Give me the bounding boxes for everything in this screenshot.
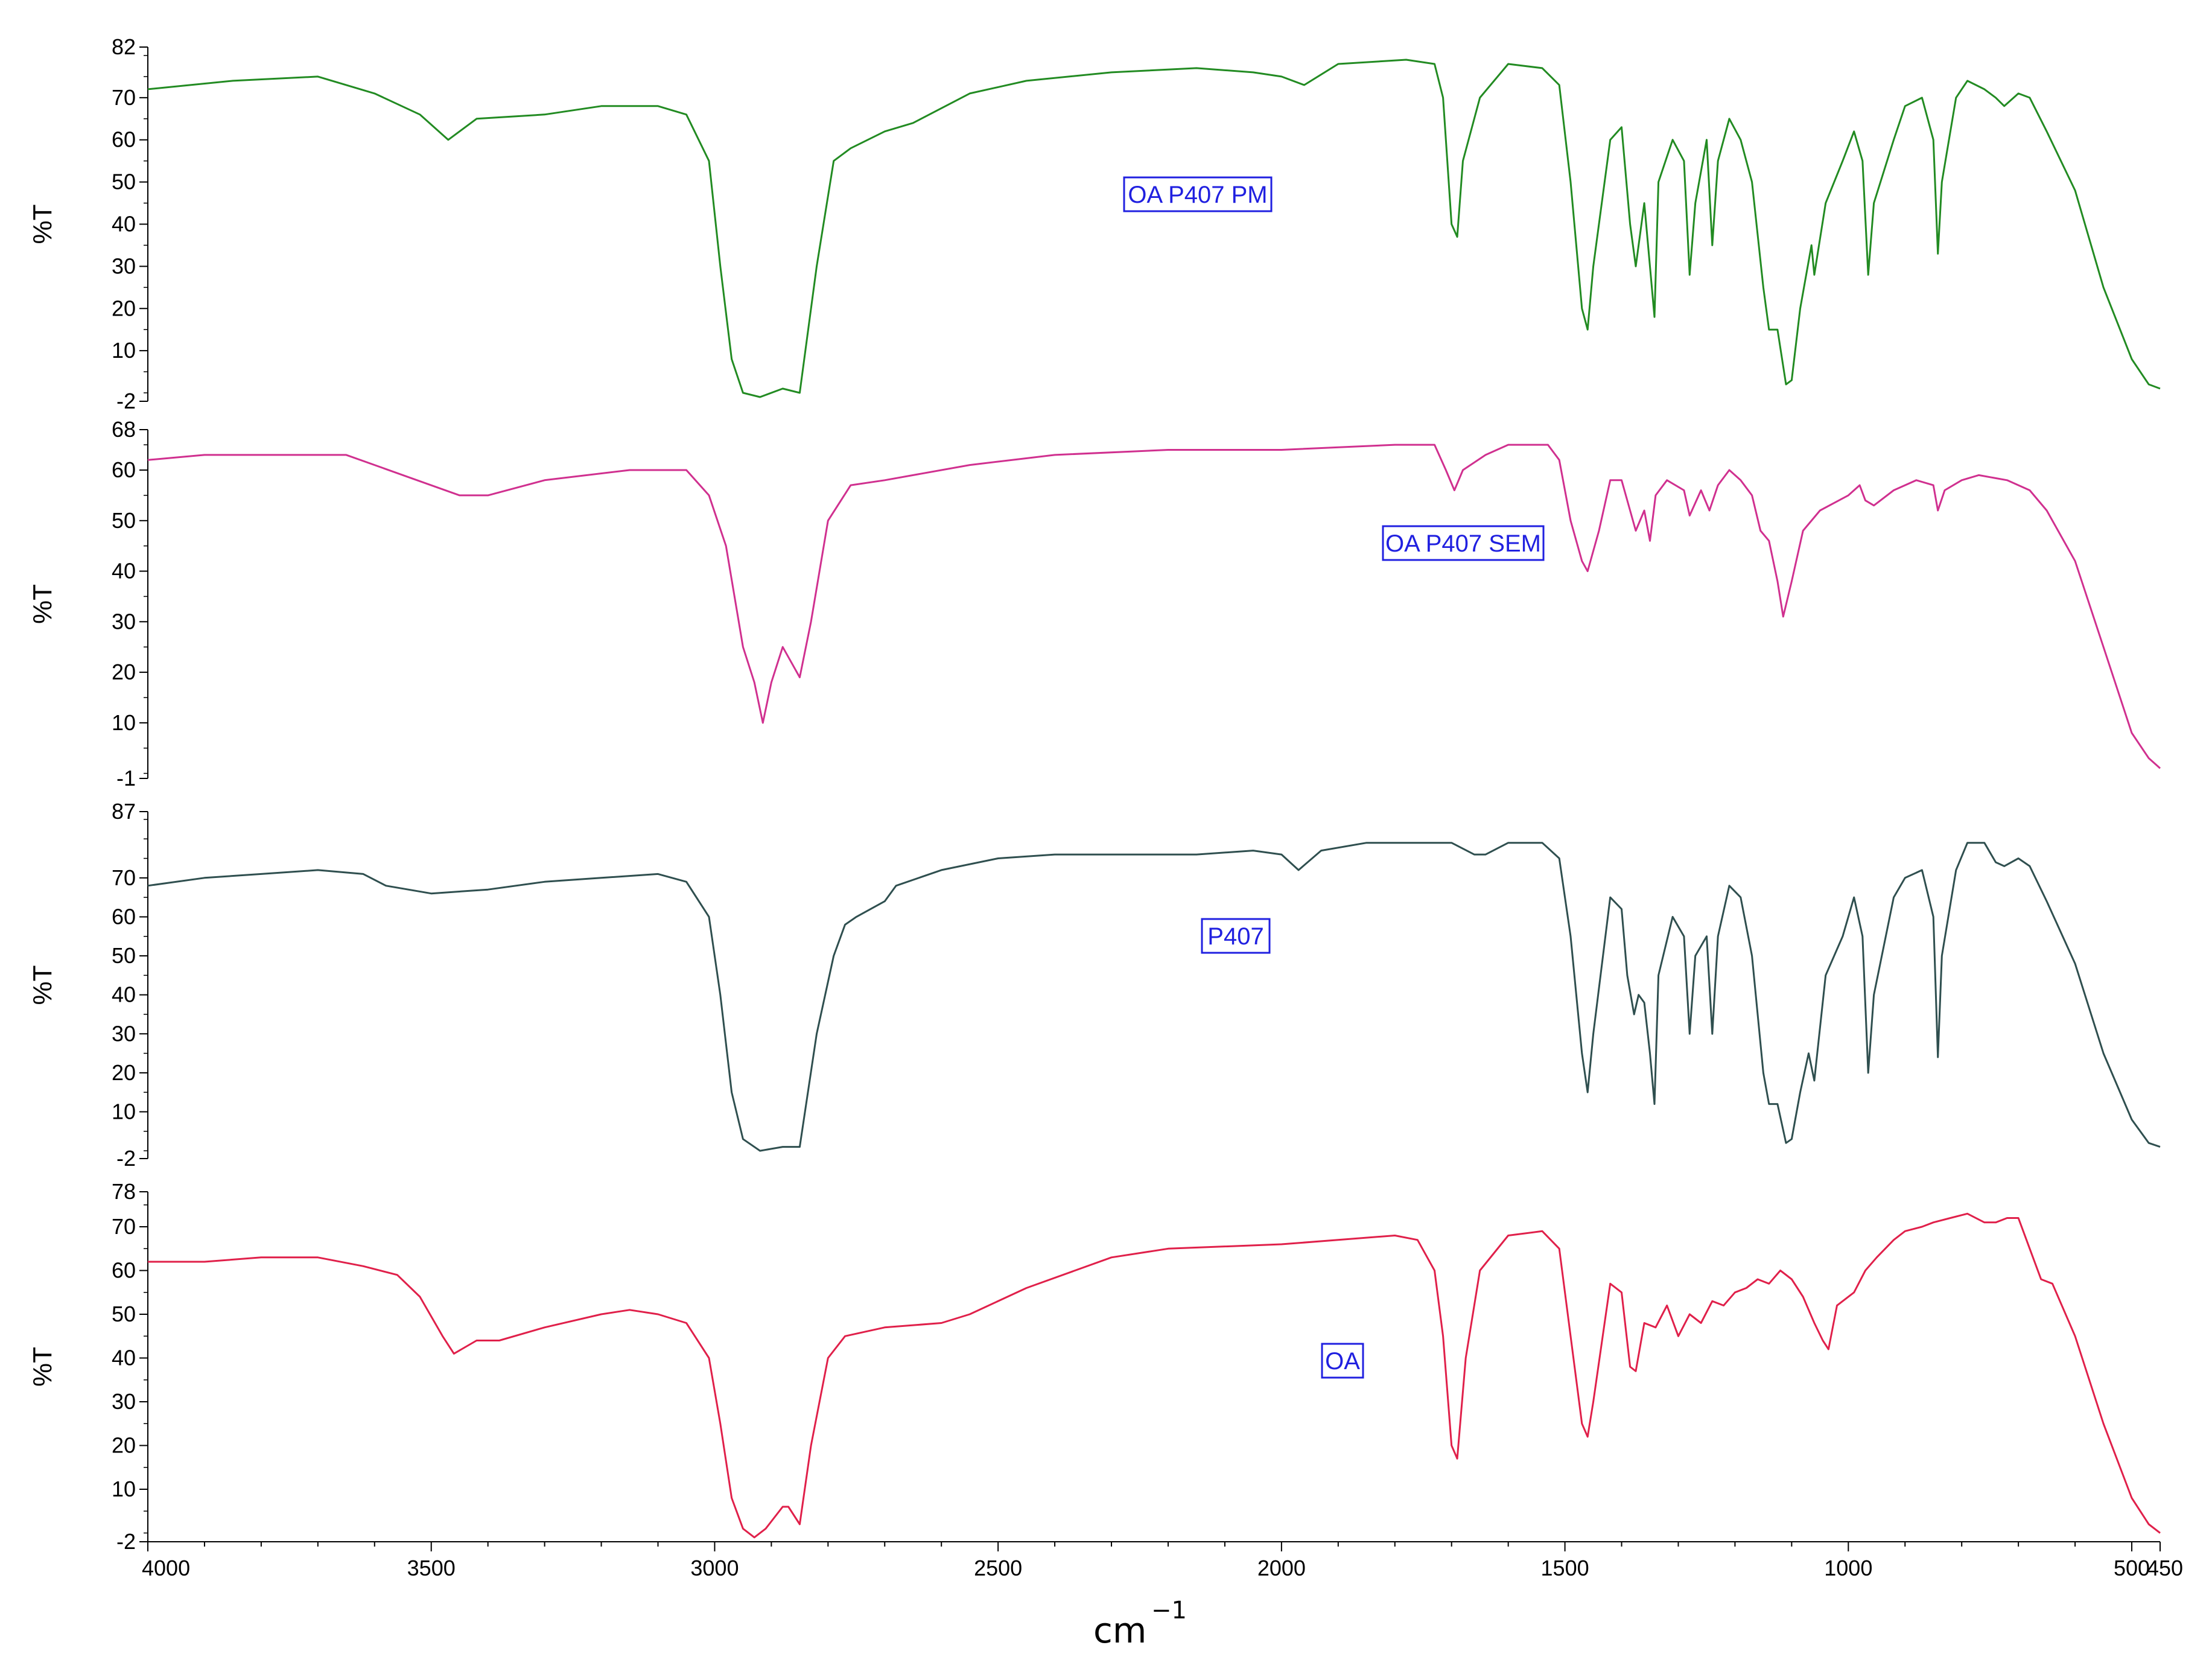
- series-label: P407: [1207, 923, 1263, 950]
- y-axis-title: %T: [28, 965, 57, 1005]
- x-tick-label: 4000: [142, 1556, 190, 1580]
- x-tick-label: 500: [2114, 1556, 2150, 1580]
- y-tick-label: 30: [112, 253, 136, 278]
- y-tick-label: 40: [112, 1346, 136, 1370]
- panel-2: 68 60 50 40 30 20 10 -1 %T OA P407 SEM: [28, 417, 2161, 790]
- series-label-box: [1201, 918, 1271, 954]
- series-label-box: [1382, 525, 1545, 561]
- spectrum-line: [148, 1212, 2161, 1539]
- y-tick-label: 30: [112, 1389, 136, 1414]
- spectrum-line: [147, 444, 2161, 769]
- y-tick-label: -2: [116, 1529, 136, 1554]
- y-tick-label: 60: [112, 127, 136, 152]
- y-axis-title: %T: [28, 205, 57, 244]
- y-tick-label: 78: [112, 1179, 136, 1204]
- y-tick-label: 10: [112, 1099, 136, 1124]
- x-tick-label: 2000: [1257, 1556, 1306, 1580]
- y-tick-label: 20: [112, 660, 136, 684]
- y-tick-label: 40: [112, 212, 136, 237]
- y-tick-label: 50: [112, 508, 136, 533]
- series-label-box: [1123, 176, 1273, 212]
- y-tick-label: 70: [112, 1214, 136, 1239]
- series-label: OA: [1325, 1348, 1360, 1375]
- y-tick-label: 10: [112, 338, 136, 363]
- x-tick-label: 1500: [1541, 1556, 1589, 1580]
- spectrum-line: [147, 59, 2161, 398]
- y-tick-label: 30: [112, 609, 136, 634]
- x-axis-title-text: cm: [1093, 1610, 1146, 1651]
- panel-3: 87 70 60 50 40 30 20 10 -2 %T P407: [28, 799, 2161, 1171]
- spectrum-line: [147, 842, 2161, 1152]
- y-tick-label: 30: [112, 1021, 136, 1046]
- y-tick-label: 40: [112, 982, 136, 1007]
- y-tick-label: -1: [116, 766, 136, 790]
- series-label: OA P407 PM: [1128, 182, 1267, 208]
- y-tick-label: 20: [112, 1433, 136, 1458]
- x-tick-label: 3000: [690, 1556, 739, 1580]
- x-tick-label: 1000: [1824, 1556, 1872, 1580]
- x-axis-title-superscript: −1: [1151, 1597, 1187, 1624]
- y-tick-label: 70: [112, 865, 136, 890]
- x-end-tick-label: 450: [2147, 1556, 2183, 1580]
- y-tick-label: 82: [112, 34, 136, 59]
- series-label-box: [1321, 1343, 1364, 1379]
- y-tick-label: 10: [112, 1477, 136, 1501]
- y-axis-title: %T: [28, 1347, 57, 1387]
- x-tick-label: 2500: [974, 1556, 1022, 1580]
- y-tick-label: 60: [112, 904, 136, 929]
- x-axis-title: cm −1: [1093, 1597, 1187, 1651]
- y-tick-label: 40: [112, 559, 136, 584]
- x-tick-label: 3500: [407, 1556, 456, 1580]
- y-tick-label: 60: [112, 457, 136, 482]
- y-tick-label: 10: [112, 710, 136, 735]
- y-tick-label: 20: [112, 1060, 136, 1085]
- y-tick-label: 20: [112, 296, 136, 320]
- spectra-panels: 82 70 60 50 40 30 20 10 -2 %T OA P407 PM 68 60 50 40 30…: [28, 34, 2161, 1554]
- series-label: OA P407 SEM: [1385, 530, 1541, 557]
- y-tick-label: 70: [112, 85, 136, 110]
- panel-1: 82 70 60 50 40 30 20 10 -2 %T OA P407 PM: [28, 34, 2161, 413]
- y-tick-label: -2: [116, 1146, 136, 1171]
- y-tick-label: 60: [112, 1258, 136, 1283]
- y-tick-label: -2: [116, 389, 136, 413]
- y-tick-label: 50: [112, 1302, 136, 1326]
- y-axis-title: %T: [28, 584, 57, 624]
- y-tick-label: 87: [112, 799, 136, 824]
- y-tick-label: 50: [112, 170, 136, 194]
- y-tick-label: 68: [112, 417, 136, 442]
- panel-4: 78 70 60 50 40 30 20 10 -2 %T OA: [28, 1179, 2161, 1554]
- y-tick-label: 50: [112, 943, 136, 968]
